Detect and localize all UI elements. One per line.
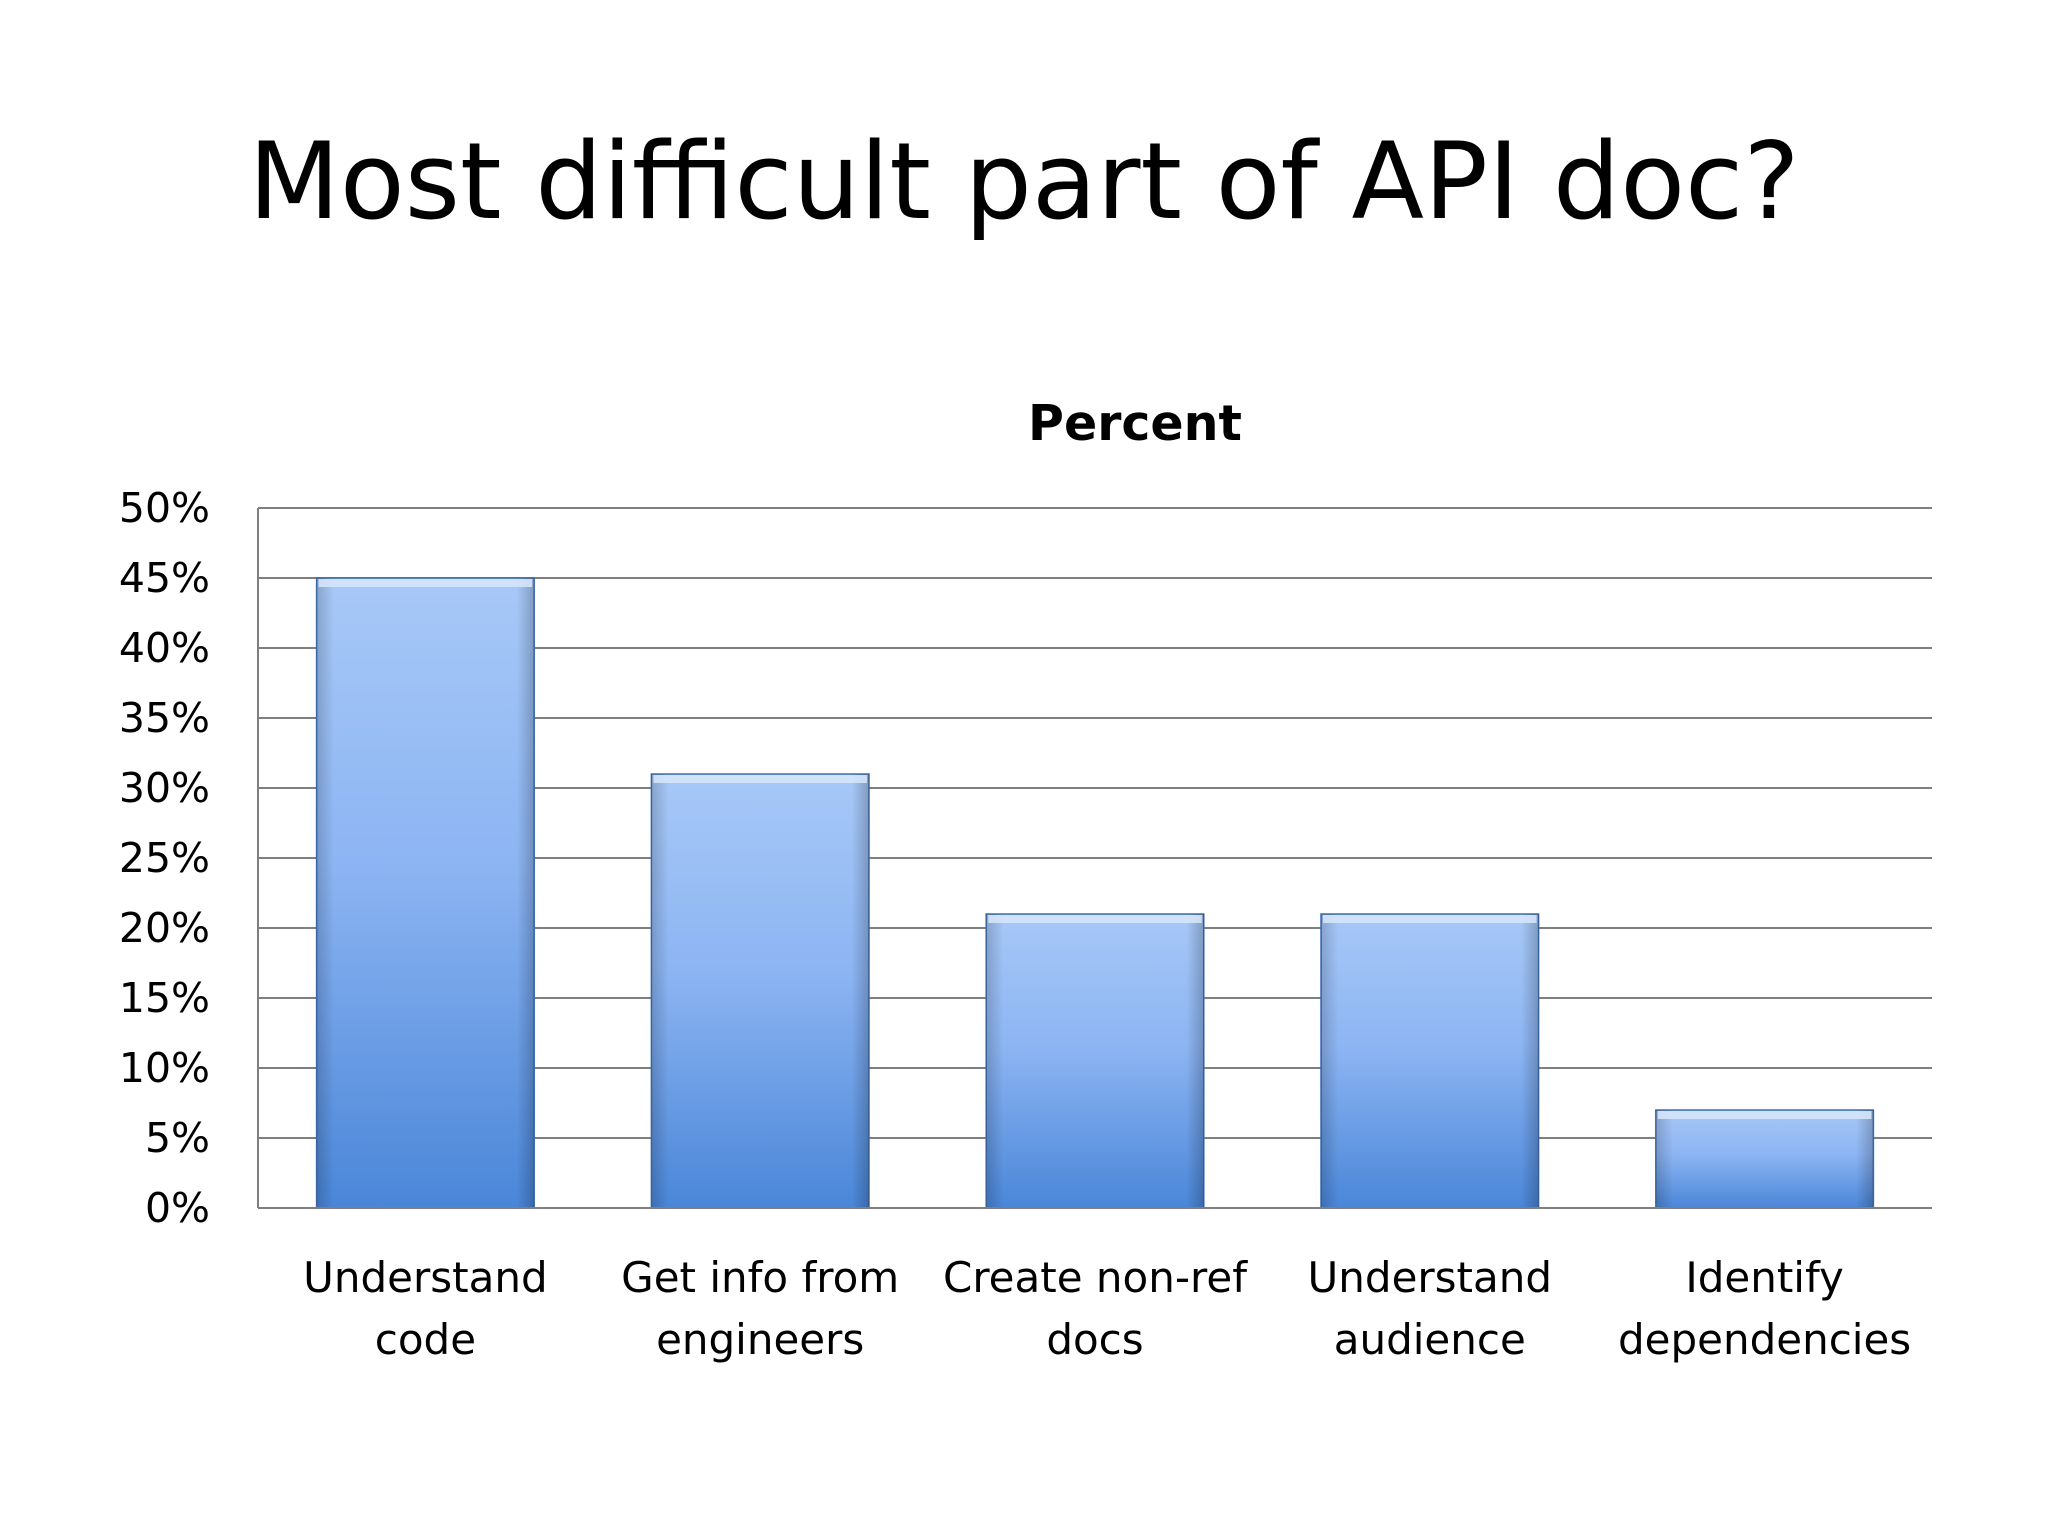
y-tick-label: 25% bbox=[119, 834, 210, 882]
x-tick-label: Get info from engineers bbox=[621, 1253, 899, 1364]
bar bbox=[985, 913, 1205, 1209]
slide-title: Most difficult part of API doc? bbox=[248, 120, 1800, 243]
y-tick-label: 15% bbox=[119, 974, 210, 1022]
x-tick-label: Understand audience bbox=[1308, 1253, 1553, 1364]
y-axis-ticks: 0% 5% 10% 15% 20% 25% 30% 35% 40% 45% 50% bbox=[119, 484, 210, 1232]
bar-highlight bbox=[653, 775, 868, 783]
bar-shading bbox=[316, 578, 535, 1208]
chart-title: Percent bbox=[1028, 395, 1242, 452]
bar-highlight bbox=[318, 579, 533, 587]
bar bbox=[1655, 1109, 1875, 1209]
y-tick-label: 45% bbox=[119, 554, 210, 602]
bar-shading bbox=[986, 914, 1204, 1208]
y-tick-label: 5% bbox=[145, 1114, 210, 1162]
y-tick-label: 20% bbox=[119, 904, 210, 952]
x-tick-label: Create non-ref docs bbox=[943, 1253, 1248, 1364]
axes bbox=[257, 508, 1932, 1209]
bar-highlight bbox=[988, 915, 1202, 923]
y-tick-label: 50% bbox=[119, 484, 210, 532]
x-tick-label: Identify dependencies bbox=[1618, 1253, 1911, 1364]
x-tick-label: Understand code bbox=[303, 1253, 548, 1364]
y-tick-label: 10% bbox=[119, 1044, 210, 1092]
bar bbox=[315, 577, 535, 1209]
bar bbox=[1320, 913, 1540, 1209]
y-tick-label: 35% bbox=[119, 694, 210, 742]
y-tick-label: 40% bbox=[119, 624, 210, 672]
bar-shading bbox=[651, 774, 870, 1208]
bar-highlight bbox=[1657, 1111, 1872, 1119]
y-tick-label: 30% bbox=[119, 764, 210, 812]
bar-shading bbox=[1320, 914, 1539, 1208]
bar bbox=[650, 773, 870, 1209]
x-axis-labels: Understand code Get info from engineers Crea… bbox=[303, 1253, 1911, 1364]
bars bbox=[315, 577, 1875, 1209]
y-tick-label: 0% bbox=[145, 1184, 210, 1232]
bar-shading bbox=[1655, 1110, 1874, 1208]
bar-highlight bbox=[1322, 915, 1537, 923]
